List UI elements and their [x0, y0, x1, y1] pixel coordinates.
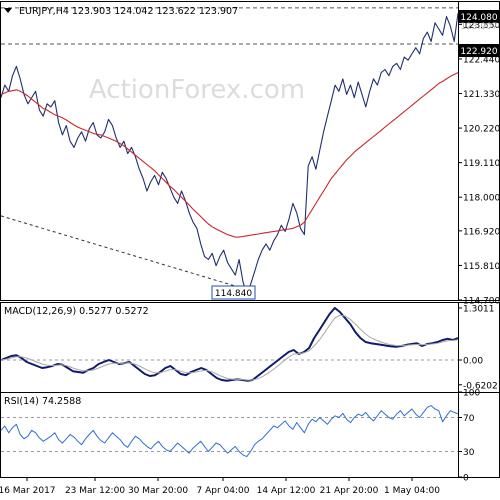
- price-y-tick-label: 114.700: [463, 297, 500, 307]
- rsi-header: RSI(14) 74.2588: [4, 396, 81, 407]
- price-y-tick-label: 120.220: [463, 125, 500, 135]
- price-y-tick-label: 116.920: [463, 227, 500, 237]
- price-y-tick-label: 115.810: [463, 262, 500, 272]
- current-price-faint-label: 123.907: [460, 22, 497, 32]
- x-tick-label: 1 May 04:00: [384, 486, 440, 496]
- rsi-y-tick-label: 70: [463, 414, 475, 424]
- rsi-y-tick-label: 30: [463, 448, 475, 458]
- price-y-tick-label: 121.330: [463, 90, 500, 100]
- ref-level-tag: [459, 44, 499, 57]
- macd-signal-line: [0, 314, 459, 381]
- moving-average-line: [0, 72, 459, 238]
- macd-line: [0, 307, 459, 382]
- price-y-tick-label: 119.110: [463, 159, 500, 169]
- macd-y-tick-label: 0.00: [463, 357, 483, 367]
- rsi-line: [0, 405, 459, 458]
- price-header: EURJPY,H4 123.903 124.042 123.622 123.90…: [19, 6, 238, 17]
- current-price-label: 124.080: [460, 13, 497, 23]
- watermark: ActionForex.com: [89, 75, 305, 105]
- price-y-tick-label: 122.440: [463, 55, 500, 65]
- x-tick-label: 16 Mar 2017: [0, 486, 56, 496]
- current-price-tag: [459, 10, 499, 23]
- low-annotation-box: [211, 285, 256, 300]
- x-tick-label: 30 Mar 20:00: [128, 486, 188, 496]
- x-tick-label: 21 Apr 20:00: [320, 486, 379, 496]
- low-annotation-label: 114.840: [215, 289, 252, 299]
- dropdown-triangle-icon[interactable]: [4, 8, 12, 13]
- x-tick-label: 23 Mar 12:00: [65, 486, 125, 496]
- macd-y-tick-label: -0.6202: [463, 381, 498, 391]
- ref-level-label: 122.920: [460, 47, 497, 57]
- rsi-y-tick-label: 0: [463, 474, 469, 484]
- rsi-y-tick-label: 100: [463, 389, 480, 399]
- support-trendline: [0, 215, 251, 292]
- x-tick-label: 14 Apr 12:00: [257, 486, 316, 496]
- price-y-tick-label: 123.550: [463, 21, 500, 31]
- macd-y-tick-label: 1.3011: [463, 304, 495, 314]
- price-series-line: [0, 13, 459, 297]
- price-y-tick-label: 118.000: [463, 194, 500, 204]
- macd-header: MACD(12,26,9) 0.5277 0.5272: [4, 306, 149, 317]
- x-tick-label: 7 Apr 04:00: [197, 486, 250, 496]
